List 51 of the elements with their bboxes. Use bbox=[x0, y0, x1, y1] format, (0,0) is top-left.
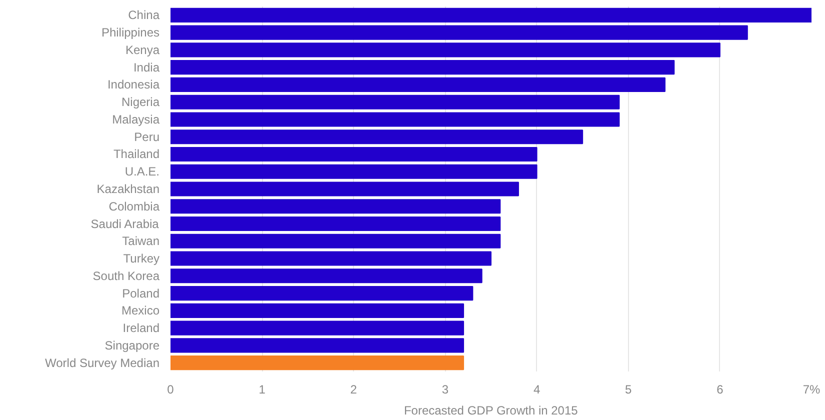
bar bbox=[170, 356, 464, 370]
y-tick-label: Nigeria bbox=[121, 95, 160, 110]
bar bbox=[170, 286, 474, 301]
y-tick-label: Indonesia bbox=[107, 78, 160, 92]
bar bbox=[170, 164, 538, 179]
x-tick-label: 3 bbox=[442, 382, 449, 396]
y-tick-label: Thailand bbox=[113, 147, 160, 162]
bar bbox=[170, 130, 584, 144]
x-tick-label: 6 bbox=[716, 382, 724, 396]
y-tick-label: Kenya bbox=[125, 42, 160, 57]
bar bbox=[170, 60, 675, 75]
bar bbox=[170, 77, 666, 92]
bar bbox=[170, 216, 501, 232]
y-tick-label: Malaysia bbox=[112, 112, 160, 126]
x-tick-label: 4 bbox=[533, 382, 540, 396]
y-tick-label: World Survey Median bbox=[45, 356, 160, 370]
bar bbox=[170, 182, 519, 196]
bar bbox=[170, 146, 538, 162]
bar bbox=[170, 268, 482, 284]
y-tick-label: Mexico bbox=[121, 304, 160, 318]
y-tick-label: Philippines bbox=[101, 26, 160, 40]
y-tick-label: India bbox=[133, 60, 160, 74]
y-tick-label: Ireland bbox=[122, 321, 160, 336]
x-tick-label: 7% bbox=[802, 382, 820, 396]
bar bbox=[170, 320, 464, 336]
y-tick-label: Taiwan bbox=[122, 234, 160, 248]
bar bbox=[170, 8, 812, 22]
x-axis-title: Forecasted GDP Growth in 2015 bbox=[404, 404, 578, 418]
bar bbox=[170, 25, 748, 40]
bar bbox=[170, 251, 492, 266]
bar bbox=[170, 42, 720, 58]
bar bbox=[170, 112, 620, 127]
y-tick-label: Saudi Arabia bbox=[90, 216, 160, 231]
y-tick-label: Colombia bbox=[108, 199, 160, 214]
y-tick-label: Poland bbox=[122, 286, 160, 300]
bar bbox=[170, 234, 501, 248]
y-tick-label: Peru bbox=[134, 130, 160, 144]
x-tick-label: 1 bbox=[258, 382, 266, 396]
y-tick-label: Kazakhstan bbox=[96, 182, 160, 196]
bar bbox=[170, 303, 464, 318]
bar bbox=[170, 94, 620, 110]
y-tick-label: Singapore bbox=[104, 338, 160, 352]
x-tick-label: 5 bbox=[625, 382, 632, 396]
bar bbox=[170, 338, 464, 353]
x-tick-label: 2 bbox=[350, 382, 358, 396]
y-tick-label: U.A.E. bbox=[124, 164, 160, 179]
y-tick-label: China bbox=[128, 8, 160, 22]
y-tick-label: Turkey bbox=[123, 252, 160, 266]
y-tick-label: South Korea bbox=[92, 268, 160, 283]
bar bbox=[170, 199, 501, 214]
x-tick-label: 0 bbox=[167, 382, 174, 396]
